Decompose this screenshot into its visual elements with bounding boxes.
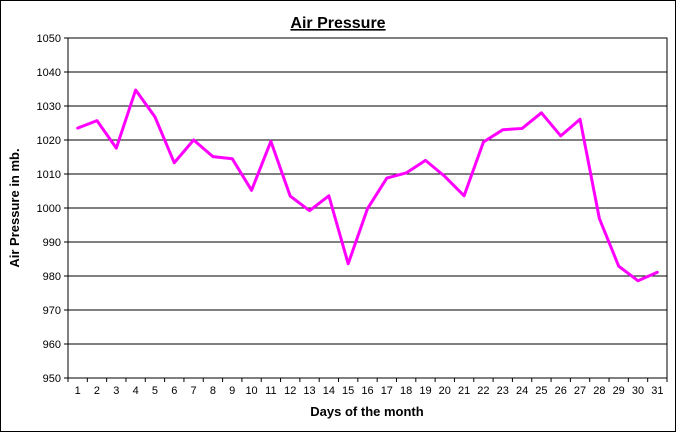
x-tick-label: 9: [229, 385, 235, 397]
series-line: [76, 88, 659, 283]
x-tick-label: 4: [133, 385, 139, 397]
x-tick-label: 16: [361, 385, 373, 397]
y-tick-label: 990: [43, 237, 61, 249]
x-tick-label: 31: [651, 385, 663, 397]
y-axis-label: Air Pressure in mb.: [7, 148, 22, 267]
x-tick-label: 17: [381, 385, 393, 397]
y-tick-label: 1050: [37, 33, 61, 45]
x-axis-label: Days of the month: [310, 404, 423, 419]
x-tick-label: 10: [245, 385, 257, 397]
x-tick-label: 26: [555, 385, 567, 397]
x-tick-label: 22: [477, 385, 489, 397]
x-tick-label: 27: [574, 385, 586, 397]
x-tick-label: 29: [613, 385, 625, 397]
x-tick-label: 23: [497, 385, 509, 397]
y-tick-label: 1010: [37, 169, 61, 181]
x-axis: 1 2 3 4 5 6 7 8 9 10 11 12 13 14 15 16 17 18 19 20 21 22 23 24 2…: [67, 378, 668, 397]
series-layer: [76, 88, 659, 283]
x-tick-label: 6: [171, 385, 177, 397]
x-tick-label: 19: [419, 385, 431, 397]
x-tick-label: 24: [516, 385, 528, 397]
y-tick-label: 1030: [37, 101, 61, 113]
y-tick-label: 1040: [37, 67, 61, 79]
x-tick-label: 30: [632, 385, 644, 397]
y-tick-label: 950: [43, 373, 61, 385]
x-tick-label: 8: [210, 385, 216, 397]
x-tick-label: 28: [593, 385, 605, 397]
x-tick-label: 13: [303, 385, 315, 397]
y-tick-label: 980: [43, 271, 61, 283]
y-tick-label: 970: [43, 305, 61, 317]
x-tick-label: 1: [75, 385, 81, 397]
x-tick-label: 18: [400, 385, 412, 397]
x-tick-label: 21: [458, 385, 470, 397]
x-tick-label: 14: [323, 385, 335, 397]
y-tick-label: 1020: [37, 135, 61, 147]
chart-title: Air Pressure: [290, 15, 385, 32]
x-tick-label: 11: [265, 385, 276, 397]
y-axis: 950 960 970 980 990 1000 1010 1020 1030 1040 1050: [37, 33, 68, 385]
x-tick-label: 7: [191, 385, 197, 397]
y-tick-label: 1000: [37, 203, 61, 215]
x-tick-label: 2: [94, 385, 100, 397]
x-tick-label: 12: [284, 385, 296, 397]
x-tick-label: 5: [152, 385, 158, 397]
x-tick-label: 3: [113, 385, 119, 397]
y-tick-label: 960: [43, 339, 61, 351]
x-tick-label: 15: [342, 385, 354, 397]
x-tick-label: 20: [439, 385, 451, 397]
x-tick-label: 25: [535, 385, 547, 397]
